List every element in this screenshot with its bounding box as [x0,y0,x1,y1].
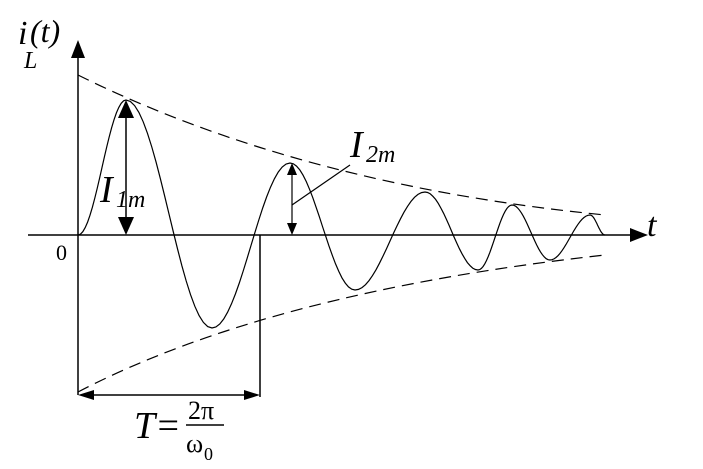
arrowhead [287,223,297,235]
x-arrow [630,228,648,242]
period-denominator: ω [186,429,203,458]
arrowhead [244,390,260,400]
arrowhead [118,217,134,235]
i1m-base: I [99,169,115,211]
arrowhead [118,100,134,118]
upper-envelope [77,74,606,216]
origin-label: 0 [56,240,67,265]
y-label-base: i [18,15,27,52]
arrowhead [78,390,94,400]
y-label-suffix: (t) [30,13,60,49]
lower-envelope [77,254,606,393]
i2m-subscript: 2m [366,142,395,168]
arrowhead [287,163,297,175]
period-numerator: 2π [188,396,214,425]
damped-oscillation [77,99,606,329]
i1m-subscript: 1m [116,187,145,213]
x-label: t [647,207,658,244]
y-arrow [71,40,85,58]
period-lhs: T= [134,405,181,447]
i2m-base: I [349,124,365,166]
leader-line [291,164,351,206]
y-label-subscript: L [23,48,37,74]
period-denominator-subscript: 0 [204,444,213,464]
